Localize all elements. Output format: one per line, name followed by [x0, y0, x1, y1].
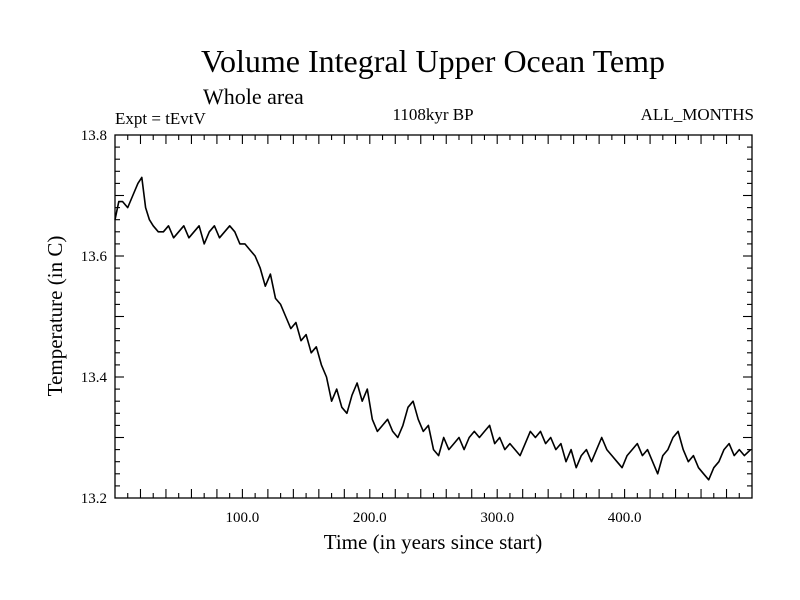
chart-subtitle: Whole area: [203, 84, 304, 109]
series-group: [114, 176, 752, 481]
y-tick-label: 13.4: [81, 370, 108, 386]
axis-ticks: [115, 135, 752, 498]
chart-title: Volume Integral Upper Ocean Temp: [201, 43, 665, 79]
y-axis-label: Temperature (in C): [43, 236, 67, 397]
experiment-label: Expt = tEvtV: [115, 109, 207, 128]
x-tick-label: 400.0: [608, 510, 642, 526]
x-tick-label: 300.0: [480, 510, 514, 526]
tick-labels: 100.0 200.0 300.0 400.0 13.2 13.4 13.6 13.8: [81, 128, 642, 526]
y-tick-label: 13.6: [81, 249, 108, 265]
x-tick-label: 100.0: [226, 510, 260, 526]
months-label: ALL_MONTHS: [641, 105, 754, 124]
series-line: [114, 176, 752, 481]
plot-frame: [114, 134, 753, 499]
y-tick-label: 13.2: [81, 491, 107, 507]
period-label: 1108kyr BP: [392, 105, 473, 124]
y-tick-label: 13.8: [81, 128, 107, 144]
x-axis-label: Time (in years since start): [324, 530, 543, 554]
x-tick-label: 200.0: [353, 510, 387, 526]
